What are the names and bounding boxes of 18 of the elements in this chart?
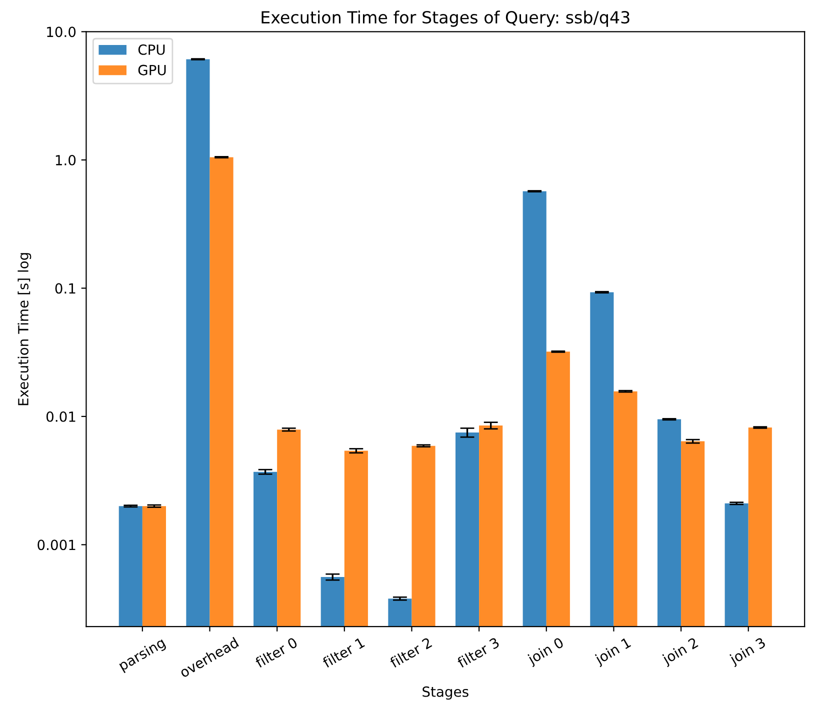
y-tick-label: 0.1: [55, 283, 76, 294]
x-tick-label: join 0: [526, 636, 566, 668]
legend-label: CPU: [138, 44, 165, 55]
y-tick-label: 0.001: [38, 540, 76, 550]
x-tick-label: join 1: [594, 636, 633, 668]
x-tick-label: filter 1: [322, 636, 366, 668]
x-tick-label: join 3: [728, 636, 768, 668]
x-tick-label: join 2: [660, 636, 700, 668]
legend-label: GPU: [138, 64, 166, 76]
chart-title: Execution Time for Stages of Query: ssb/q43: [262, 10, 630, 27]
x-tick-label: filter 3: [456, 636, 500, 668]
y-tick-label: 10.0: [47, 26, 76, 38]
x-tick-label: filter 0: [254, 636, 298, 668]
y-tick-label: 0.01: [46, 411, 76, 422]
x-axis-title: Stages: [422, 686, 468, 700]
y-axis-title: Execution Time [s] log: [18, 253, 32, 406]
x-tick-label: filter 2: [388, 636, 432, 668]
y-tick-label: 1.0: [56, 154, 76, 166]
